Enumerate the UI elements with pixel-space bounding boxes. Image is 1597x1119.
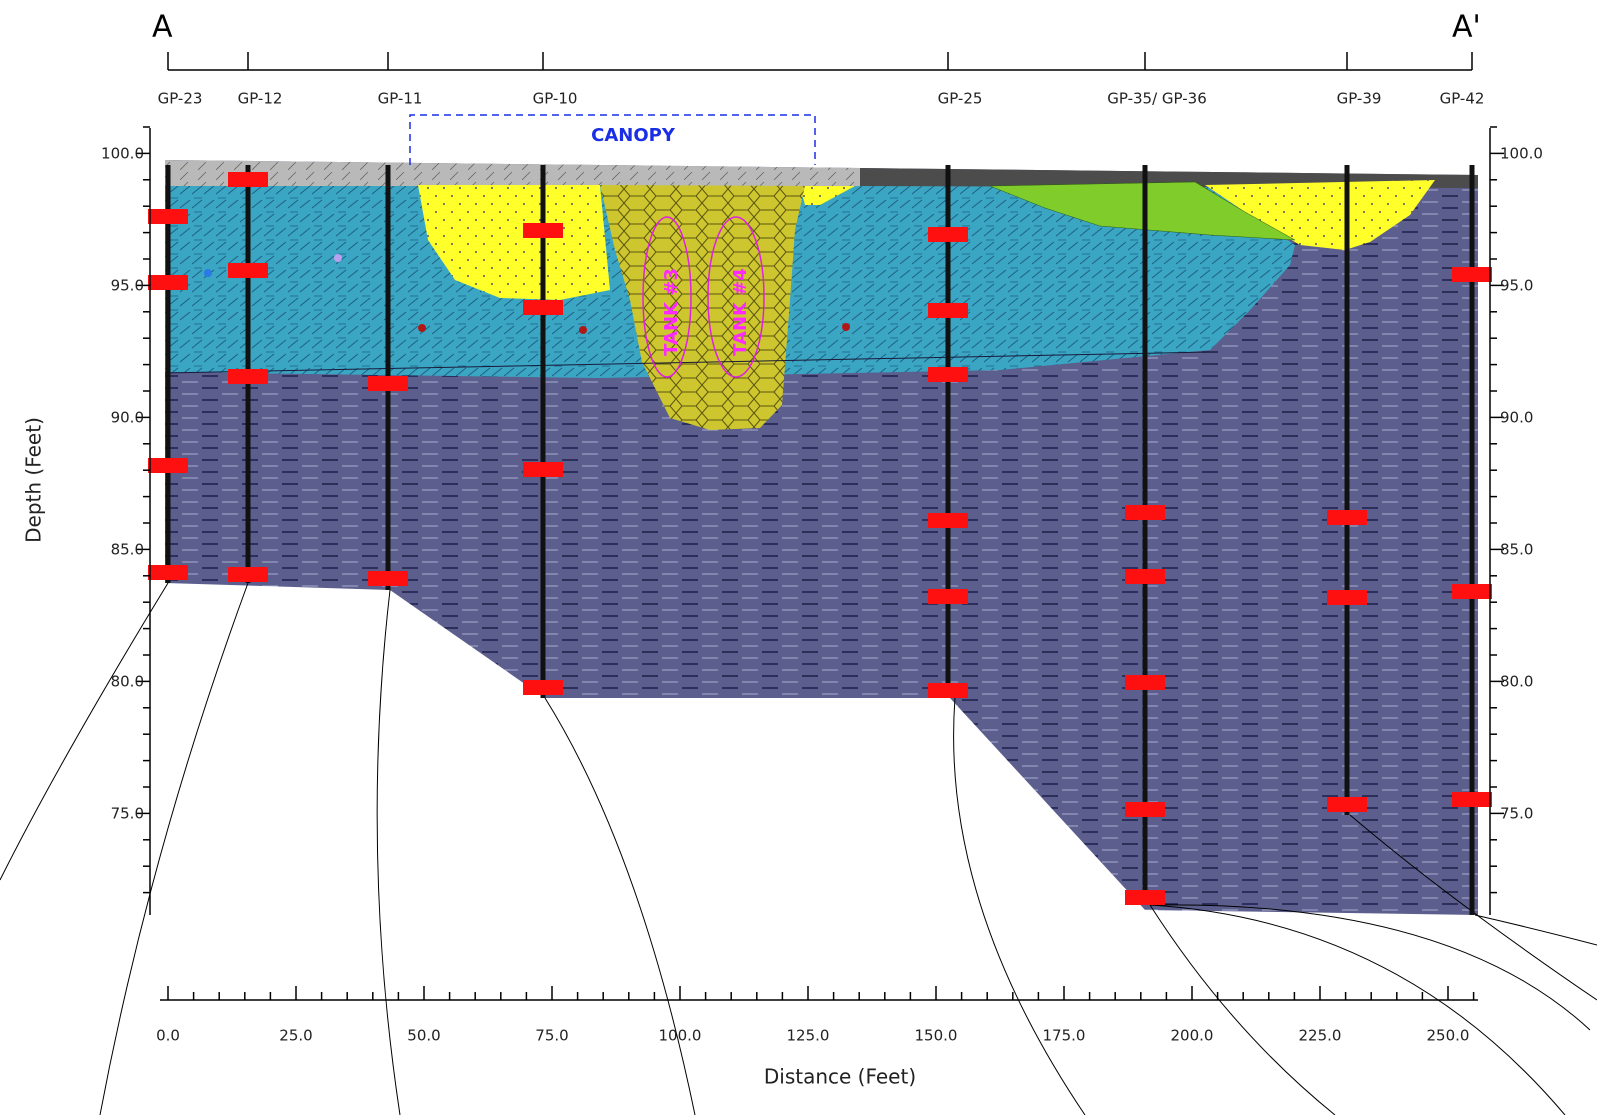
y-tick-label: 100.0 (101, 145, 144, 163)
x-tick-label: 250.0 (1427, 1027, 1470, 1045)
sample-marker (523, 223, 563, 238)
tank-label: TANK #4 (730, 268, 751, 356)
well-casing (1143, 165, 1148, 905)
y-tick-label: 85.0 (1500, 541, 1533, 559)
sample-marker (928, 513, 968, 528)
sample-marker (228, 369, 268, 384)
section-line: A A' (152, 10, 1481, 71)
sample-marker (368, 571, 408, 586)
gravel-top (165, 160, 860, 186)
cross-section: A A' TANK #3 TANK #4 CANOPY (0, 0, 1597, 1115)
x-tick-label: 200.0 (1171, 1027, 1214, 1045)
sample-marker (1125, 569, 1165, 584)
x-tick-label: 150.0 (915, 1027, 958, 1045)
sample-marker (523, 462, 563, 477)
y-tick-label: 90.0 (1500, 409, 1533, 427)
sample-marker (148, 458, 188, 473)
sample-marker (523, 300, 563, 315)
sample-marker (228, 263, 268, 278)
sample-marker (228, 172, 268, 187)
x-tick-label: 125.0 (787, 1027, 830, 1045)
well-label: GP-10 (533, 90, 578, 108)
well-label: GP-11 (378, 90, 423, 108)
sample-marker (1125, 675, 1165, 690)
sample-marker (148, 275, 188, 290)
y-tick-label: 100.0 (1500, 145, 1543, 163)
sample-marker (1327, 797, 1367, 812)
sample-marker (1327, 510, 1367, 525)
strata (165, 160, 1478, 915)
x-tick-label: 50.0 (407, 1027, 440, 1045)
y-axis-title: Depth (Feet) (22, 417, 46, 543)
sample-marker (928, 227, 968, 242)
sample-marker (1125, 890, 1165, 905)
sample-marker (1327, 590, 1367, 605)
sample-marker (928, 303, 968, 318)
section-label: A (152, 10, 173, 45)
x-tick-label: 225.0 (1299, 1027, 1342, 1045)
y-tick-label: 85.0 (111, 541, 144, 559)
y-tick-label: 80.0 (111, 673, 144, 691)
section-label: A' (1452, 10, 1481, 45)
well-label: GP-39 (1337, 90, 1382, 108)
well-casing (541, 165, 546, 698)
canopy: CANOPY (410, 115, 815, 165)
sample-marker (1452, 792, 1492, 807)
y-tick-label: 90.0 (111, 409, 144, 427)
sample-marker (523, 680, 563, 695)
x-tick-label: 175.0 (1043, 1027, 1086, 1045)
tank-label: TANK #3 (661, 268, 682, 356)
sample-marker (1125, 505, 1165, 520)
sample-marker (1452, 584, 1492, 599)
y-tick-label: 75.0 (1500, 805, 1533, 823)
sample-marker (228, 567, 268, 582)
well-casing (946, 165, 951, 698)
well-label: GP-42 (1440, 90, 1485, 108)
sample-marker (368, 376, 408, 391)
well-label: GP-23 (158, 90, 203, 108)
well-casing (1345, 165, 1350, 815)
x-axis-title: Distance (Feet) (764, 1065, 916, 1089)
sample-marker (928, 367, 968, 382)
sample-marker (148, 209, 188, 224)
y-tick-label: 80.0 (1500, 673, 1533, 691)
sample-marker (148, 565, 188, 580)
x-tick-label: 25.0 (279, 1027, 312, 1045)
x-tick-label: 0.0 (156, 1027, 180, 1045)
well-casing (166, 165, 171, 583)
sample-marker (1452, 267, 1492, 282)
well-label: GP-12 (238, 90, 283, 108)
canopy-label: CANOPY (591, 125, 676, 146)
sample-marker (1125, 802, 1165, 817)
y-tick-label: 95.0 (1500, 277, 1533, 295)
sample-marker (928, 589, 968, 604)
y-tick-label: 95.0 (111, 277, 144, 295)
x-tick-label: 100.0 (659, 1027, 702, 1045)
x-tick-label: 75.0 (535, 1027, 568, 1045)
well-label: GP-25 (938, 90, 983, 108)
well-label: GP-35/ GP-36 (1107, 90, 1207, 108)
sample-marker (928, 683, 968, 698)
y-tick-label: 75.0 (111, 805, 144, 823)
